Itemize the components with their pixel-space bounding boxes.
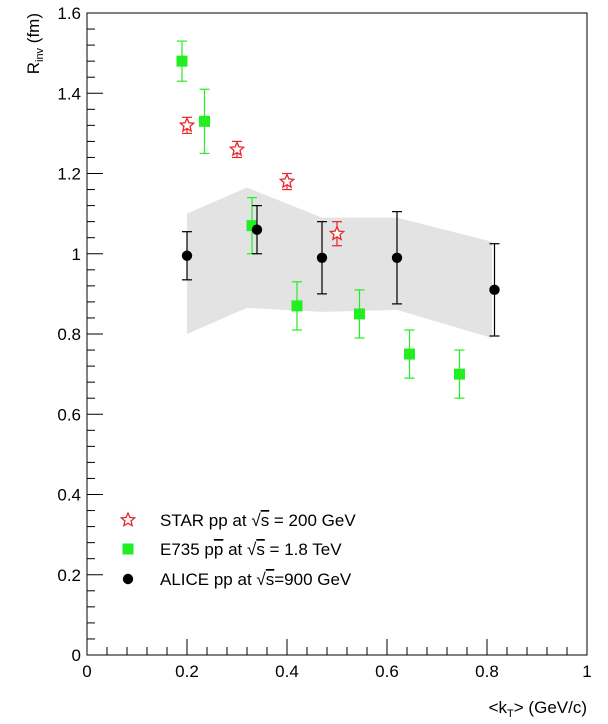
axes: 0 0.2 0.4 0.6 0.8 1 0 0.2 0.4 0.6 0.8 1 1.2 1.4 1.6	[57, 4, 591, 681]
legend-label: ALICE pp at √s=900 GeV	[160, 570, 352, 589]
axis-label-part: (fm)	[24, 13, 43, 48]
sqrt-argument: s	[266, 570, 275, 589]
data-point	[316, 252, 328, 263]
x-tick-label: 0.6	[375, 662, 399, 681]
series-2	[181, 205, 500, 337]
x-tick-label: 0.8	[475, 662, 499, 681]
legend-label: E735 pp at √s = 1.8 TeV	[160, 540, 342, 559]
sqrt-symbol: √	[247, 540, 257, 559]
y-tick-label: 0.2	[57, 566, 81, 585]
legend-text-part: =900 GeV	[274, 570, 352, 589]
data-point	[391, 252, 403, 263]
y-tick-label: 1	[72, 245, 81, 264]
legend-text-part: at	[223, 540, 247, 559]
legend-pbar: p	[214, 540, 223, 559]
y-tick-label: 0.6	[57, 405, 81, 424]
data-point	[489, 284, 500, 296]
axis-label-subscript: inv	[34, 47, 46, 62]
y-tick-label: 0.4	[57, 486, 81, 505]
series-layer	[176, 40, 500, 399]
legend-text-part: = 1.8 TeV	[265, 540, 342, 559]
sqrt-argument: s	[256, 540, 265, 559]
data-point	[354, 308, 365, 320]
legend-marker	[122, 573, 134, 585]
data-point	[454, 368, 465, 380]
axis-label-part: <k	[489, 698, 508, 717]
x-tick-label: 1	[582, 662, 591, 681]
legend-text-part: E735 p	[160, 540, 214, 559]
y-axis-label: Rinv (fm)	[24, 13, 46, 74]
data-point	[251, 224, 263, 235]
y-tick-label: 0.8	[57, 325, 81, 344]
y-tick-label: 1.2	[57, 165, 81, 184]
data-point	[176, 55, 188, 67]
sqrt-symbol: √	[251, 511, 261, 530]
y-tick-label: 1.4	[57, 84, 81, 103]
data-point	[328, 225, 346, 241]
systematic-band-layer	[187, 187, 492, 339]
sqrt-symbol: √	[256, 570, 266, 589]
x-tick-label: 0.2	[175, 662, 199, 681]
x-axis-label: <kT> (GeV/c)	[489, 698, 587, 720]
axis-labels: <kT> (GeV/c) Rinv (fm)	[24, 13, 587, 720]
data-point	[181, 250, 193, 261]
legend-marker	[122, 543, 134, 555]
y-tick-label: 1.6	[57, 4, 81, 23]
sqrt-argument: s	[261, 511, 270, 530]
data-point	[228, 140, 246, 157]
series-0	[178, 116, 346, 247]
data-point	[404, 348, 415, 360]
legend-label: STAR pp at √s = 200 GeV	[160, 511, 356, 530]
legend-text-part: STAR pp at	[160, 511, 251, 530]
data-point	[199, 115, 210, 127]
legend-text-part: = 200 GeV	[269, 511, 356, 530]
data-point	[246, 220, 258, 232]
x-tick-label: 0	[82, 662, 91, 681]
axis-label-subscript: T	[507, 708, 514, 720]
data-point	[291, 300, 303, 312]
data-point	[178, 116, 196, 133]
data-point	[278, 172, 296, 189]
legend-marker	[119, 511, 137, 528]
axis-label-part: > (GeV/c)	[514, 698, 587, 717]
y-tick-label: 0	[72, 646, 81, 665]
axis-label-part: R	[24, 62, 43, 74]
x-tick-label: 0.4	[275, 662, 299, 681]
legend-text-part: ALICE pp at	[160, 570, 256, 589]
systematic-band	[187, 187, 492, 339]
